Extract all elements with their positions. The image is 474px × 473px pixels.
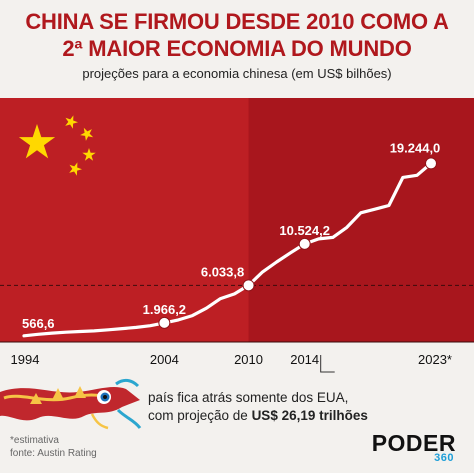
data-label: 19.244,0 <box>390 140 441 155</box>
brand-name: PODER <box>371 430 456 456</box>
chart-subtitle: projeções para a economia chinesa (em US… <box>82 66 392 81</box>
brand-logo: PODER 360 <box>371 430 456 464</box>
small-star-icon <box>65 115 78 129</box>
data-point-marker <box>242 279 255 292</box>
annotation-prefix: com projeção de <box>148 408 252 423</box>
data-label: 1.966,2 <box>143 302 186 317</box>
data-markers <box>158 157 437 329</box>
annotation-line-2: com projeção de US$ 26,19 trilhões <box>148 407 448 425</box>
chart-title: CHINA SE FIRMOU DESDE 2010 COMO A 2ª MAI… <box>0 8 474 62</box>
china-flag-background <box>0 98 474 342</box>
dragon-body <box>0 387 140 421</box>
small-star-icon <box>80 127 94 141</box>
projection-band <box>248 98 474 342</box>
x-axis: 1994 2004 2010 2014 2023* <box>0 341 474 373</box>
brand-number: 360 <box>434 452 454 464</box>
gdp-series <box>22 161 433 338</box>
data-point-marker <box>158 316 171 329</box>
x-tick-label: 1994 <box>11 352 40 367</box>
dragon-whisker <box>115 378 140 388</box>
dragon-illustration <box>0 378 142 430</box>
small-star-icon <box>82 148 96 161</box>
title-line-1: CHINA SE FIRMOU DESDE 2010 COMO A <box>25 9 449 34</box>
gdp-line <box>22 161 433 338</box>
data-label: 10.524,2 <box>279 223 330 238</box>
dragon-beard <box>90 413 109 430</box>
annotation-connector <box>320 355 335 373</box>
annotation-text: país fica atrás somente dos EUA, com pro… <box>148 389 448 425</box>
data-point-marker <box>425 157 437 170</box>
x-tick-label: 2010 <box>234 352 263 367</box>
x-tick-label: 2004 <box>150 352 179 367</box>
footnote-source: fonte: Austin Rating <box>10 448 97 459</box>
dragon-whisker <box>116 408 142 429</box>
footnote-estimate: *estimativa <box>10 435 59 446</box>
footnote: *estimativa fonte: Austin Rating <box>10 434 210 460</box>
x-tick-label: 2014 <box>290 352 319 367</box>
data-label: 6.033,8 <box>201 264 244 279</box>
small-star-icon <box>69 162 82 176</box>
flag-stars <box>18 115 96 176</box>
data-point-marker <box>298 237 311 250</box>
dragon-eye-pupil <box>103 395 107 399</box>
big-star-icon <box>18 124 56 159</box>
annotation-line-1: país fica atrás somente dos EUA, <box>148 390 349 405</box>
x-tick-label: 2023* <box>418 352 452 367</box>
data-label: 566,6 <box>22 316 55 331</box>
annotation-highlight: US$ 26,19 trilhões <box>251 408 368 423</box>
data-labels: 566,6 1.966,2 6.033,8 10.524,2 19.244,0 <box>22 140 440 330</box>
dragon-spikes <box>30 386 86 404</box>
title-line-2: 2ª MAIOR ECONOMIA DO MUNDO <box>62 36 412 61</box>
